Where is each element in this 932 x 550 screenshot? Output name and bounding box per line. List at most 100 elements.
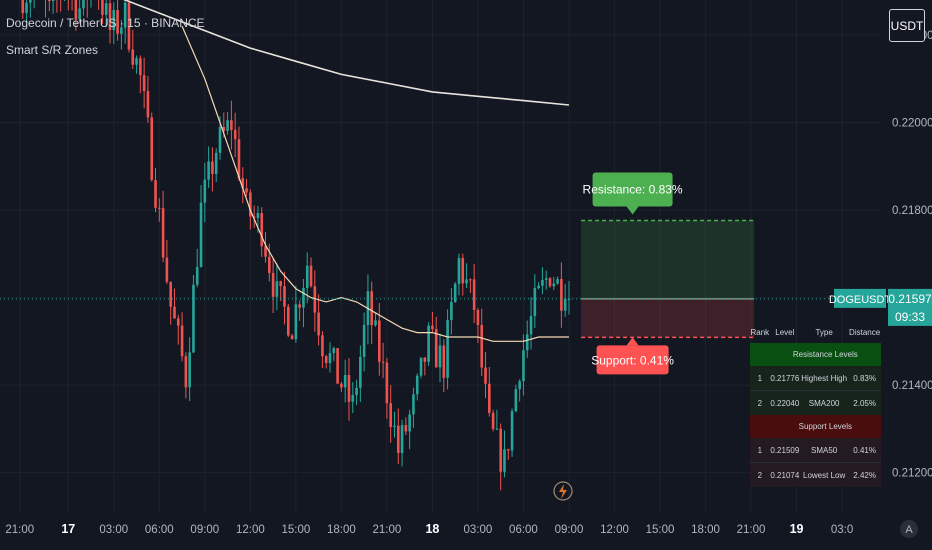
rank-cell: 2 [750, 390, 770, 415]
candle-body [104, 3, 108, 15]
candle-body [199, 202, 203, 267]
candle-body [529, 316, 533, 335]
level-cell: 0.21509 [769, 438, 801, 463]
candle-body [446, 320, 449, 378]
time-tick-label: 18 [425, 522, 439, 536]
candle-body [192, 284, 195, 353]
candle-body [541, 279, 544, 286]
resistance-title: Resistance Levels [769, 343, 881, 366]
candle-body [488, 383, 491, 413]
support-label-text: Support: 0.41% [591, 353, 674, 367]
candle-body [29, 0, 32, 3]
countdown-text: 09:33 [895, 310, 925, 324]
price-tick-label: 0.21800 [892, 205, 932, 217]
last-price-tag: 0.21597 09:33 [888, 288, 932, 326]
candle-body [275, 281, 279, 297]
candle-body [271, 272, 275, 297]
time-tick-label: 18:00 [327, 524, 356, 536]
currency-button[interactable]: USDT [889, 9, 925, 42]
time-tick-label: 21:00 [373, 524, 402, 536]
time-tick-label: 12:00 [600, 524, 629, 536]
time-tick-label: 06:00 [145, 524, 174, 536]
candle-body [21, 0, 25, 14]
candle-body [305, 265, 309, 288]
candle-body [313, 286, 317, 313]
candle-body [176, 318, 180, 326]
candle-body [355, 387, 358, 396]
symbol-price-tag: DOGEUSDT [829, 288, 891, 308]
candle-body [82, 0, 85, 9]
candle-body [518, 381, 521, 390]
candle-body [131, 49, 135, 65]
symbol-tag-box [834, 288, 886, 308]
candle-body [146, 90, 150, 118]
candle-body [108, 3, 112, 30]
level-cell: 0.21776 [769, 366, 801, 391]
auto-scale-button[interactable]: A [900, 520, 918, 538]
auto-scale-text: A [905, 524, 913, 536]
candle-body [438, 345, 442, 368]
candle-body [150, 117, 154, 181]
type-cell: SMA50 [800, 438, 849, 463]
candle-body [214, 152, 218, 175]
time-tick-label: 18:00 [691, 524, 720, 536]
time-tick-label: 06:00 [509, 524, 538, 536]
price-tick-label: 0.22000 [892, 118, 932, 130]
candle-body [340, 383, 343, 388]
candle-body [563, 298, 567, 311]
candle-body [374, 320, 377, 326]
symbol-title[interactable]: Dogecoin / TetherUS · 15 · BINANCE [6, 16, 205, 30]
candle-body [423, 357, 427, 362]
candle-body [499, 428, 502, 472]
candle-body [158, 207, 161, 209]
candle-body [218, 126, 222, 153]
type-cell: SMA200 [800, 390, 849, 415]
sma50-line [181, 26, 569, 342]
distance-cell: 0.83% [848, 366, 881, 391]
support-label: Support: 0.41% [591, 337, 674, 375]
candle-body [180, 325, 184, 357]
candle-body [188, 352, 191, 388]
candle-body [332, 348, 336, 354]
rank-cell: 1 [750, 438, 770, 463]
candle-body [123, 2, 127, 28]
candle-body [472, 279, 476, 310]
candle-body [537, 285, 540, 289]
header-level: Level [775, 328, 795, 337]
candle-body [442, 345, 446, 378]
candle-body [343, 374, 347, 388]
candle-body [283, 286, 286, 307]
candle-body [351, 395, 355, 402]
candle-body [491, 412, 495, 429]
time-tick-label: 21:00 [737, 524, 766, 536]
candle-body [222, 126, 226, 131]
candle-body [336, 348, 339, 384]
indicator-title[interactable]: Smart S/R Zones [6, 43, 99, 57]
candle-body [378, 320, 381, 362]
candle-body [495, 428, 499, 430]
candle-body [419, 357, 423, 376]
candle-body [241, 178, 245, 189]
candle-body [249, 192, 252, 217]
candle-body [431, 325, 434, 330]
table-row: 2 0.21074 Lowest Low 2.42% [750, 462, 881, 487]
candle-body [256, 213, 260, 218]
table-row: 1 0.21509 SMA50 0.41% [750, 438, 881, 463]
candle-body [544, 278, 548, 280]
header-type: Type [815, 328, 833, 337]
candle-body [142, 75, 146, 91]
candle-body [252, 216, 256, 218]
candle-body [294, 304, 298, 340]
candle-body [74, 0, 78, 20]
candle-body [203, 179, 207, 203]
candle-body [381, 361, 385, 363]
candle-body [112, 10, 116, 30]
candle-body [400, 425, 404, 453]
candle-body [453, 283, 457, 302]
candle-body [51, 0, 55, 2]
resistance-label: Resistance: 0.83% [583, 172, 683, 215]
candle-body [169, 281, 172, 307]
candle-body [173, 306, 176, 319]
candle-body [230, 120, 233, 130]
